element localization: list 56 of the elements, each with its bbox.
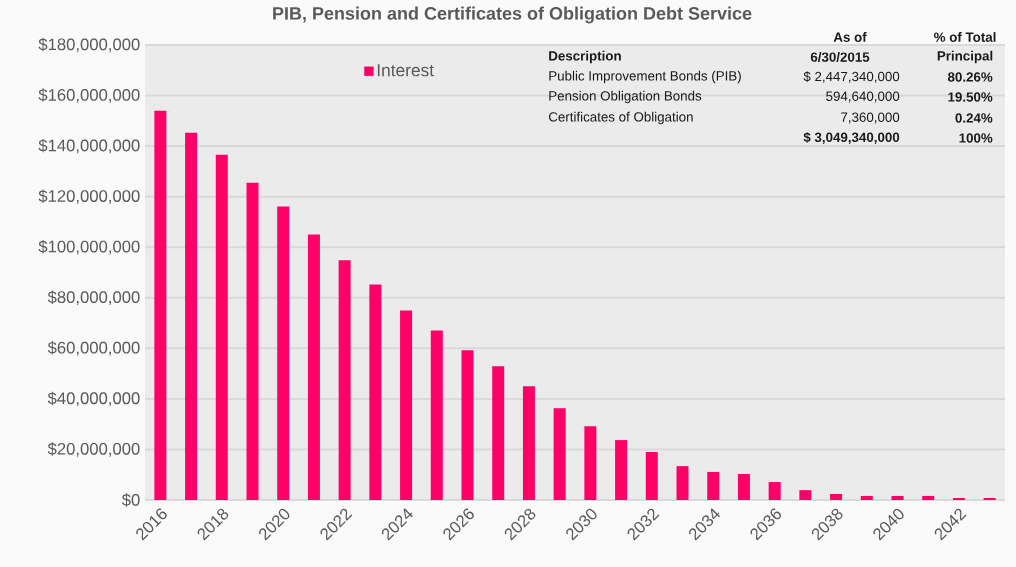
- bar: [246, 182, 259, 500]
- bar: [891, 495, 904, 500]
- bar: [860, 495, 873, 500]
- bar: [307, 234, 320, 500]
- bar: [522, 386, 535, 500]
- bar: [154, 110, 167, 500]
- y-tick-label: $180,000,000: [38, 37, 140, 53]
- bar: [185, 132, 198, 500]
- bar: [799, 490, 812, 500]
- y-tick-label: $160,000,000: [38, 88, 140, 103]
- y-tick-label: $20,000,000: [47, 442, 140, 457]
- annotation: Public Improvement Bonds (PIB): [549, 70, 741, 84]
- bar: [737, 473, 750, 500]
- annotation: 19.50%: [948, 92, 993, 102]
- annotation: 594,640,000: [826, 91, 900, 103]
- bar: [768, 482, 781, 500]
- bar: [952, 497, 965, 500]
- bar: [461, 350, 474, 500]
- annotation: Pension Obligation Bonds: [549, 90, 702, 104]
- bar: [277, 206, 290, 500]
- text: % of Total: [933, 32, 996, 42]
- annotation: 7,360,000: [841, 112, 900, 124]
- y-tick-label: $80,000,000: [47, 290, 140, 306]
- bar: [830, 493, 843, 500]
- y-tick-label: $40,000,000: [47, 391, 140, 407]
- bar: [707, 471, 720, 500]
- bar: [584, 426, 597, 500]
- annotation: 80.26%: [947, 72, 993, 82]
- annotation: $ 2,447,340,000: [803, 71, 900, 83]
- bar: [615, 440, 628, 500]
- y-tick-label: $140,000,000: [38, 138, 140, 154]
- bar: [983, 497, 996, 500]
- bar: [338, 260, 351, 500]
- annotation: 6/30/2015: [810, 52, 870, 62]
- annotation: Certificates of Obligation: [548, 111, 693, 125]
- annotation: $ 3,049,340,000: [803, 132, 900, 144]
- y-tick-label: $0: [121, 493, 140, 507]
- annotation: Principal: [937, 50, 993, 64]
- bar: [400, 310, 413, 500]
- annotation: 100%: [959, 133, 993, 143]
- bar: [922, 495, 935, 500]
- annotation: Description: [549, 50, 621, 64]
- bar: [430, 330, 443, 500]
- y-tick-label: $120,000,000: [38, 189, 140, 204]
- bar: [645, 451, 658, 500]
- chart-title: PIB, Pension and Certificates of Obligation Debt Service: [273, 6, 752, 24]
- bar: [676, 466, 689, 500]
- bar: [215, 154, 228, 500]
- annotation: 0.24%: [955, 113, 993, 123]
- bar: [369, 284, 382, 500]
- text: As of: [833, 32, 867, 42]
- bar: [492, 366, 505, 500]
- legend-label: Interest: [377, 64, 434, 77]
- bar: [553, 408, 566, 500]
- y-tick-label: $100,000,000: [38, 239, 140, 255]
- y-tick-label: $60,000,000: [47, 341, 140, 356]
